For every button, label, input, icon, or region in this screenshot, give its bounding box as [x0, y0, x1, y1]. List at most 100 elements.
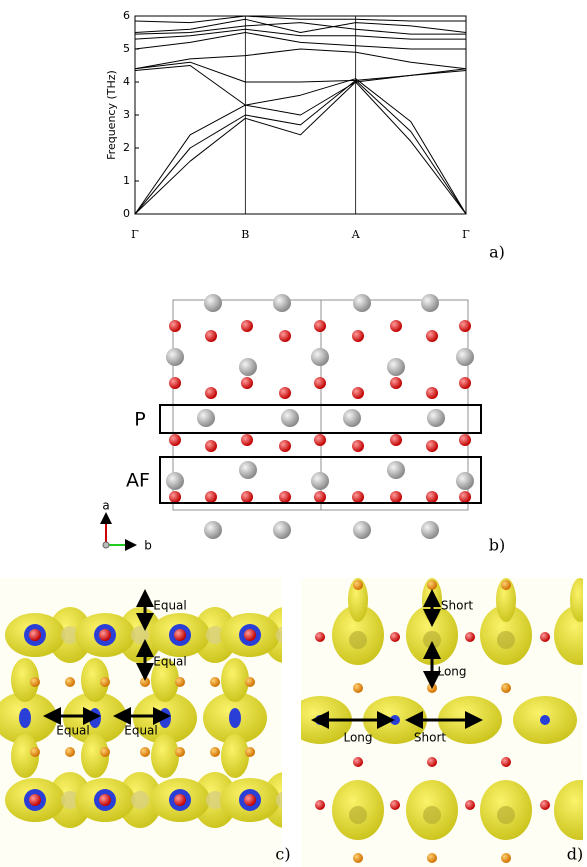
atom	[205, 491, 217, 503]
atom	[540, 800, 550, 810]
atom	[174, 794, 186, 806]
panel-label: b)	[489, 536, 505, 555]
atom	[353, 853, 363, 863]
atom	[540, 632, 550, 642]
atom	[426, 330, 438, 342]
atom	[501, 683, 511, 693]
y-tick-label: 4	[123, 75, 130, 88]
atom	[427, 757, 437, 767]
atom	[100, 747, 110, 757]
atom	[497, 806, 515, 824]
atom	[65, 677, 75, 687]
atom	[229, 708, 241, 728]
atom	[314, 377, 326, 389]
atom	[241, 434, 253, 446]
y-tick-label: 6	[123, 9, 130, 22]
axis-origin	[103, 542, 109, 548]
isosurface	[221, 658, 249, 702]
annotation: Long	[437, 665, 466, 679]
layer-label: P	[134, 409, 145, 431]
atom	[204, 294, 222, 312]
atom	[140, 747, 150, 757]
atom	[390, 632, 400, 642]
atom	[239, 461, 257, 479]
x-tick-label: A	[351, 228, 361, 241]
atom	[166, 472, 184, 490]
atom	[99, 794, 111, 806]
atom	[390, 320, 402, 332]
atom	[205, 387, 217, 399]
panel-label: c)	[275, 845, 290, 864]
atom	[352, 330, 364, 342]
isosurface	[221, 734, 249, 778]
layer-label: AF	[126, 470, 150, 492]
atom	[427, 683, 437, 693]
atom	[353, 683, 363, 693]
atom	[159, 708, 171, 728]
band-line	[135, 33, 466, 50]
atom	[100, 677, 110, 687]
atom	[426, 491, 438, 503]
atom	[315, 632, 325, 642]
atom	[311, 472, 329, 490]
atom	[353, 757, 363, 767]
atom	[421, 521, 439, 539]
atom	[343, 409, 361, 427]
atom	[314, 320, 326, 332]
atom	[273, 294, 291, 312]
atom	[244, 629, 256, 641]
x-tick-label: B	[241, 228, 249, 241]
atom	[465, 800, 475, 810]
atom	[390, 715, 400, 725]
x-tick-label: Γ	[131, 228, 139, 241]
atom	[349, 806, 367, 824]
atom	[169, 377, 181, 389]
annotation: Equal	[153, 655, 187, 669]
annotation: Equal	[153, 599, 187, 613]
atom	[169, 320, 181, 332]
atom	[456, 472, 474, 490]
y-tick-label: 2	[123, 141, 130, 154]
atom	[501, 757, 511, 767]
atom	[210, 747, 220, 757]
atom	[459, 434, 471, 446]
atom	[19, 708, 31, 728]
atom	[465, 632, 475, 642]
atom	[540, 715, 550, 725]
atom	[387, 461, 405, 479]
atom	[131, 791, 149, 809]
atom	[421, 294, 439, 312]
atom	[427, 409, 445, 427]
atom	[456, 348, 474, 366]
y-axis-label: Frequency (THz)	[105, 70, 118, 160]
y-tick-label: 1	[123, 174, 130, 187]
atom	[281, 409, 299, 427]
atom	[279, 387, 291, 399]
atom	[423, 631, 441, 649]
y-tick-label: 3	[123, 108, 130, 121]
atom	[239, 358, 257, 376]
band-line	[135, 79, 466, 214]
atom	[210, 677, 220, 687]
atom	[169, 434, 181, 446]
atom	[65, 747, 75, 757]
atom	[241, 320, 253, 332]
annotation: Short	[441, 599, 473, 613]
atom	[353, 294, 371, 312]
atom	[273, 521, 291, 539]
atom	[276, 791, 294, 809]
annotation: Equal	[124, 724, 158, 738]
atom	[30, 747, 40, 757]
atom	[423, 806, 441, 824]
atom	[175, 747, 185, 757]
axis-label: a	[102, 499, 109, 513]
atom	[204, 521, 222, 539]
density-map	[288, 578, 587, 867]
atom	[89, 708, 101, 728]
atom	[352, 387, 364, 399]
atom	[315, 800, 325, 810]
atom	[459, 320, 471, 332]
density-map	[0, 578, 307, 867]
atom	[29, 794, 41, 806]
